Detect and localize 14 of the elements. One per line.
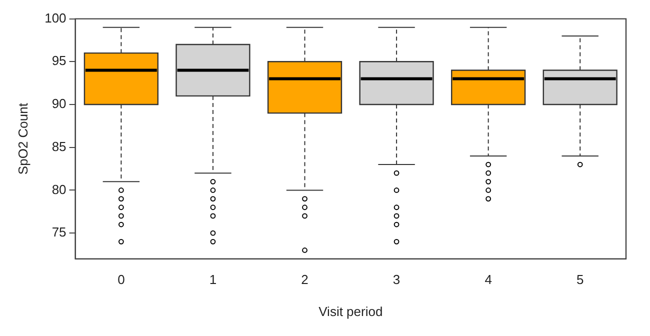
x-tick-label: 0	[118, 272, 125, 288]
x-tick-label: 1	[209, 272, 217, 288]
x-tick-label: 2	[301, 272, 308, 288]
x-tick-label: 4	[484, 272, 492, 288]
y-tick-label: 90	[52, 96, 66, 112]
y-axis-title: SpO2 Count	[15, 102, 30, 175]
y-tick-label: 100	[44, 10, 66, 26]
x-axis-title: Visit period	[318, 304, 383, 319]
y-tick-label: 85	[52, 138, 66, 154]
x-tick-label: 5	[576, 272, 584, 288]
x-tick-label: 3	[392, 272, 400, 288]
y-tick-label: 80	[52, 182, 66, 197]
y-tick-label: 95	[52, 53, 66, 68]
y-tick-label: 75	[52, 224, 66, 240]
